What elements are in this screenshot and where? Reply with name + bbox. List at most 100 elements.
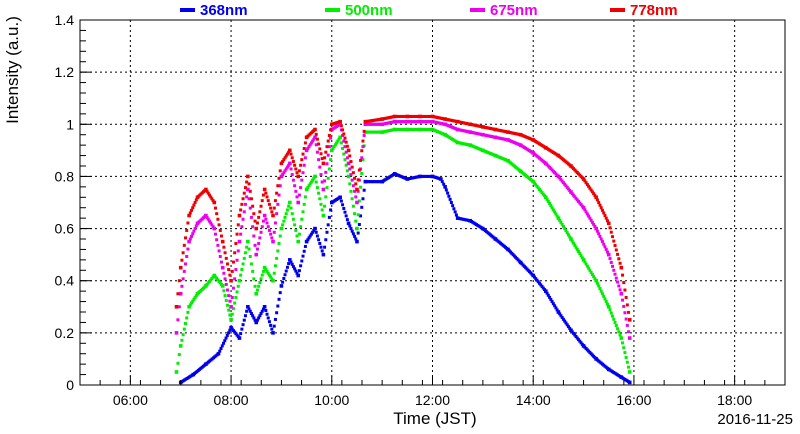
data-point [564,184,568,188]
data-point [578,201,582,205]
data-point [577,338,581,342]
data-point [566,187,570,191]
data-point [257,316,261,320]
data-point [592,275,596,279]
data-point [551,302,555,306]
data-point [444,188,448,192]
data-point [261,269,265,273]
data-point [240,268,244,272]
data-point [264,309,268,313]
data-point [180,284,184,288]
data-point [271,239,275,244]
data-point [255,247,259,251]
data-point [585,212,589,216]
data-point [228,328,232,332]
data-point [594,226,598,231]
data-point [624,355,628,359]
y-tick-label: 1.2 [55,64,75,80]
data-point [246,239,250,244]
data-point [627,318,632,322]
data-point [538,187,542,191]
data-point [306,146,310,150]
data-point [294,269,298,273]
data-point [180,338,184,342]
data-point [559,314,563,318]
data-point [627,380,632,385]
data-point [314,230,318,234]
data-point [314,180,318,184]
data-point [349,227,353,231]
data-point [583,208,587,212]
data-point [213,206,217,210]
data-point [606,252,611,257]
data-point [343,136,347,140]
data-point [321,252,326,257]
data-point [325,162,329,166]
data-point [295,271,299,275]
data-point [224,282,228,286]
data-point [186,310,190,314]
data-point [225,333,229,337]
legend-swatch [180,8,195,12]
data-point [300,217,304,221]
data-point [594,278,598,283]
data-point [553,304,557,308]
data-point [344,150,348,154]
data-point [282,219,286,223]
data-point [266,271,270,275]
data-point [251,314,255,318]
data-point [603,297,607,301]
data-point [212,200,217,205]
data-point [544,289,548,293]
data-point [245,309,249,313]
data-point [309,232,313,236]
x-tick-label: 12:00 [415,392,450,408]
data-point [285,152,289,156]
data-point [588,268,592,272]
data-point [346,148,351,153]
data-point [190,208,194,212]
data-point [627,310,631,314]
data-point [345,156,349,160]
data-point [253,219,257,223]
date-label: 2016-11-25 [717,411,793,428]
data-point [453,210,457,214]
data-point [249,215,253,219]
data-point [341,203,345,207]
data-point [627,330,631,334]
data-point [194,224,198,228]
data-point [181,251,185,255]
data-point [604,247,608,251]
data-point [315,234,319,238]
data-point [541,286,545,290]
data-point [357,222,361,226]
data-point [192,229,196,233]
data-point [241,262,245,266]
data-point [539,283,543,287]
data-point [262,265,267,270]
data-point [296,273,301,278]
data-point [603,214,607,218]
data-point [360,205,364,209]
data-point [360,149,364,153]
data-point [349,173,353,177]
data-point [300,178,304,182]
data-point [614,324,618,328]
axis-ticks: 06:00 08:00 10:00 12:00 14:00 16:00 18:00 0 0.2 0… [55,12,786,408]
data-point [277,193,281,197]
data-point [230,295,234,299]
data-point [303,195,307,199]
data-point [593,277,597,281]
data-point [192,203,196,207]
data-point [622,304,626,308]
data-point [560,222,564,226]
data-point [569,328,573,333]
data-point [559,178,563,182]
data-point [279,161,284,166]
data-point [573,333,577,337]
data-point [299,225,303,229]
data-point [278,234,282,238]
data-point [325,230,329,234]
data-point [544,195,548,200]
data-point [320,180,324,184]
